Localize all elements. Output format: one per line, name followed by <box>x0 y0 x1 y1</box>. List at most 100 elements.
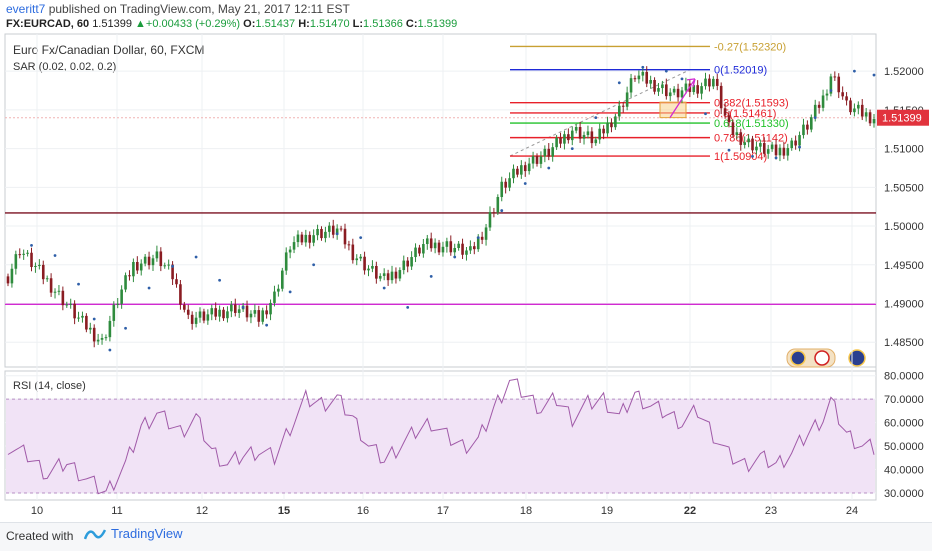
author-link[interactable]: everitt7 <box>6 2 46 16</box>
sar-dot <box>727 148 731 152</box>
candle-body <box>139 263 143 271</box>
candle-body <box>104 337 108 339</box>
candle-body <box>676 88 680 98</box>
candle-body <box>833 76 837 78</box>
sar-dot <box>453 255 457 259</box>
candle-body <box>798 135 801 146</box>
sar-dot <box>704 112 707 116</box>
sar-legend: SAR (0.02, 0.02, 0.2) <box>13 61 116 73</box>
candle-body <box>45 278 49 280</box>
candle-body <box>821 95 825 108</box>
candle-body <box>872 119 876 124</box>
candle-body <box>598 128 602 140</box>
candle-body <box>292 242 296 250</box>
sar-dot <box>641 65 645 69</box>
sar-dot <box>476 236 480 240</box>
candle-body <box>410 257 413 267</box>
candle-body <box>132 261 135 277</box>
candle-body <box>629 78 633 93</box>
candle-body <box>375 265 378 279</box>
time-tick-label: 10 <box>31 505 43 517</box>
candle-body <box>747 138 750 143</box>
eu-flag-icon[interactable] <box>790 350 806 366</box>
time-tick-label: 11 <box>111 505 122 517</box>
tradingview-link[interactable]: TradingView <box>84 526 183 541</box>
up-arrow-icon: ▲ <box>135 18 146 30</box>
candle-body <box>312 235 315 243</box>
time-axis-labels: 10 11 12 15 16 17 18 19 22 23 24 <box>31 505 858 517</box>
candle-body <box>65 304 69 306</box>
sar-dot <box>813 116 817 120</box>
candle-body <box>774 144 778 156</box>
candle-body <box>194 317 198 324</box>
event-markers[interactable] <box>786 348 866 368</box>
arrow-head-icon <box>686 78 696 88</box>
candle-body <box>422 244 425 254</box>
candle-body <box>218 309 221 317</box>
close-label: C: <box>405 18 418 30</box>
candle-body <box>331 225 335 235</box>
sar-dot <box>124 326 127 330</box>
candle-body <box>755 146 758 151</box>
candle-body <box>14 254 18 269</box>
chart-canvas[interactable]: Euro Fx/Canadian Dollar, 60, FXCM SAR (0… <box>0 0 932 522</box>
high-value: 1.51470 <box>309 18 350 30</box>
candle-body <box>621 105 625 107</box>
sar-dot <box>500 209 504 212</box>
low-label: L: <box>352 18 364 30</box>
candle-body <box>245 305 249 318</box>
candle-body <box>230 304 233 312</box>
candle-body <box>26 252 29 254</box>
candle-body <box>723 108 727 116</box>
candle-body <box>653 80 656 92</box>
candle-body <box>273 291 276 303</box>
sar-dot <box>429 274 433 278</box>
fib-level-label: 0.382(1.51593) <box>714 98 789 110</box>
eu-event-icon[interactable] <box>848 349 866 367</box>
tradingview-logo-icon <box>84 528 106 539</box>
sar-dot <box>617 81 621 85</box>
candle-body <box>849 100 852 113</box>
candle-body <box>825 93 829 96</box>
candle-body <box>418 247 421 254</box>
candle-body <box>531 156 535 164</box>
candle-body <box>112 304 116 321</box>
candle-body <box>81 315 84 318</box>
candle-body <box>719 85 723 109</box>
candle-body <box>790 140 794 149</box>
candle-body <box>523 165 527 172</box>
candle-body <box>457 243 460 248</box>
rsi-band <box>6 399 875 493</box>
candle-body <box>190 314 194 324</box>
candle-body <box>715 78 719 86</box>
candle-body <box>759 143 762 147</box>
candle-body <box>394 271 398 279</box>
candle-body <box>645 71 649 84</box>
sar-dot <box>30 244 33 247</box>
candle-body <box>390 271 394 281</box>
sar-dot <box>312 263 316 267</box>
candle-body <box>610 122 613 128</box>
candle-body <box>743 142 746 145</box>
sar-dot <box>241 305 245 309</box>
candle-body <box>233 304 237 313</box>
candle-body <box>171 264 174 280</box>
candle-body <box>136 261 139 271</box>
fib-level-label: 0.618(1.51330) <box>714 118 789 130</box>
candle-body <box>614 116 617 128</box>
candle-body <box>108 320 112 338</box>
candle-body <box>179 284 182 305</box>
candle-body <box>696 85 699 94</box>
canada-flag-icon[interactable] <box>814 350 830 366</box>
candle-body <box>198 311 202 318</box>
candle-body <box>406 260 409 267</box>
candle-body <box>751 138 754 151</box>
sar-dot <box>664 69 668 73</box>
candle-body <box>837 76 841 93</box>
candle-body <box>496 197 500 213</box>
last-price-tag <box>877 109 929 126</box>
candle-body <box>543 148 547 157</box>
price-axis-labels: 1.520001.515001.510001.505001.500001.495… <box>877 66 929 500</box>
candle-body <box>183 304 186 310</box>
candle-body <box>280 270 284 289</box>
